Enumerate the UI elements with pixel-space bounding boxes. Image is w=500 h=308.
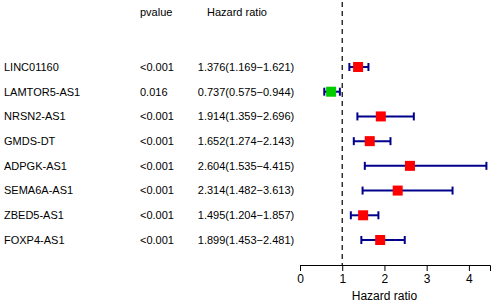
value-label: 1.495(1.204−1.857) xyxy=(198,209,294,221)
pvalue-label: <0.001 xyxy=(140,184,174,196)
ci-cap xyxy=(485,162,487,170)
axis-line xyxy=(301,266,491,272)
pvalue-label: <0.001 xyxy=(140,61,174,73)
ci-line xyxy=(365,165,487,167)
ci-cap xyxy=(367,63,369,71)
column-header: Hazard ratio xyxy=(207,6,267,18)
category-label: ADPGK-AS1 xyxy=(4,160,67,172)
category-label: LAMTOR5-AS1 xyxy=(4,86,80,98)
confidence-interval xyxy=(354,137,391,145)
tick-mark xyxy=(384,265,385,271)
pvalue-label: <0.001 xyxy=(140,209,174,221)
ci-cap xyxy=(348,63,350,71)
x-axis-title: Hazard ratio xyxy=(352,289,418,303)
reference-line xyxy=(342,2,343,265)
tick-label: 4 xyxy=(466,272,473,286)
hazard-ratio-point xyxy=(358,210,368,220)
ci-cap xyxy=(404,236,406,244)
value-label: 2.314(1.482−3.613) xyxy=(198,184,294,196)
pvalue-label: <0.001 xyxy=(140,110,174,122)
tick-mark xyxy=(427,265,428,271)
confidence-interval xyxy=(351,211,379,219)
confidence-interval xyxy=(363,187,453,195)
pvalue-label: 0.016 xyxy=(140,86,168,98)
chart: pvalue Hazard ratio LINC01160 <0.001 1.376(1… xyxy=(0,0,500,308)
hazard-ratio-point xyxy=(353,62,363,72)
tick: 4 xyxy=(466,265,473,286)
hazard-ratio-point xyxy=(405,161,415,171)
tick-mark xyxy=(300,265,301,271)
confidence-interval xyxy=(349,63,368,71)
tick: 2 xyxy=(382,265,389,286)
category-label: FOXP4-AS1 xyxy=(4,234,65,246)
hazard-ratio-point xyxy=(393,186,403,196)
ci-cap xyxy=(360,236,362,244)
hazard-ratio-point xyxy=(365,136,375,146)
pvalue-label: <0.001 xyxy=(140,135,174,147)
value-label: 1.652(1.274−2.143) xyxy=(198,135,294,147)
hazard-ratio-point xyxy=(376,111,386,121)
value-label: 2.604(1.535−4.415) xyxy=(198,160,294,172)
ci-cap xyxy=(377,211,379,219)
value-label: 1.376(1.169−1.621) xyxy=(198,61,294,73)
ci-cap xyxy=(364,162,366,170)
category-label: SEMA6A-AS1 xyxy=(4,184,73,196)
ci-cap xyxy=(323,88,325,96)
pvalue-label: <0.001 xyxy=(140,160,174,172)
tick-label: 1 xyxy=(339,272,346,286)
tick: 3 xyxy=(424,265,431,286)
ci-cap xyxy=(339,88,341,96)
ci-cap xyxy=(356,112,358,120)
value-label: 1.914(1.359−2.696) xyxy=(198,110,294,122)
x-axis: 0 1 2 3 4 xyxy=(297,265,490,286)
pvalue-label: <0.001 xyxy=(140,234,174,246)
tick: 1 xyxy=(339,265,346,286)
ci-cap xyxy=(362,187,364,195)
value-label: 1.899(1.453−2.481) xyxy=(198,234,294,246)
row-labels: LINC01160 <0.001 1.376(1.169−1.621) LAMTOR5… xyxy=(4,61,294,246)
confidence-interval xyxy=(357,112,413,120)
column-header: pvalue xyxy=(140,6,172,18)
plot-area xyxy=(324,2,486,265)
ci-line xyxy=(363,190,453,192)
tick-mark xyxy=(469,265,470,271)
ci-cap xyxy=(353,137,355,145)
category-label: ZBED5-AS1 xyxy=(4,209,64,221)
hazard-ratio-point xyxy=(375,235,385,245)
category-label: LINC01160 xyxy=(4,61,59,73)
confidence-interval xyxy=(361,236,404,244)
ci-cap xyxy=(452,187,454,195)
ci-cap xyxy=(350,211,352,219)
tick: 0 xyxy=(297,265,304,286)
tick-label: 0 xyxy=(297,272,304,286)
ci-cap xyxy=(389,137,391,145)
confidence-interval xyxy=(324,88,340,96)
ci-cap xyxy=(413,112,415,120)
confidence-interval xyxy=(365,162,487,170)
hazard-ratio-point xyxy=(326,87,336,97)
tick-mark xyxy=(342,265,343,271)
category-label: GMDS-DT xyxy=(4,135,56,147)
tick-label: 2 xyxy=(382,272,389,286)
category-label: NRSN2-AS1 xyxy=(4,110,66,122)
tick-label: 3 xyxy=(424,272,431,286)
value-label: 0.737(0.575−0.944) xyxy=(198,86,294,98)
